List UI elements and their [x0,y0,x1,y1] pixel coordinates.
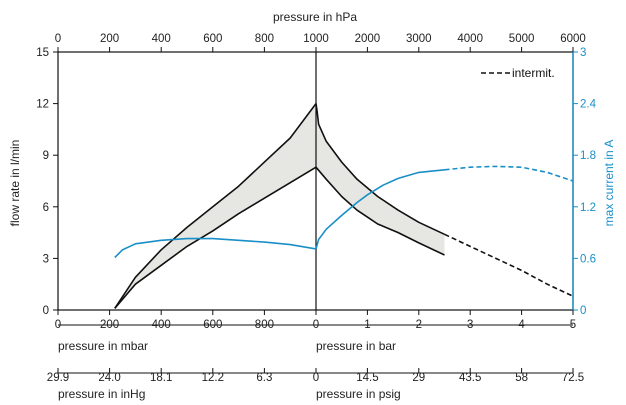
top-axis-title: pressure in hPa [273,10,357,24]
psig-tick-label: 43.5 [459,372,481,384]
psig-axis-title: pressure in psig [316,387,401,401]
top-tick-label: 6000 [560,33,586,45]
left-axis-title: flow rate in l/min [8,140,22,227]
pressure-current-line [315,169,445,250]
mbar-tick-label: 400 [152,319,171,331]
psig-tick-label: 29 [412,372,425,384]
top-tick-label: 800 [255,33,274,45]
vacuum-flow-band [114,103,316,309]
bar-tick-label: 5 [570,319,576,331]
inhg-tick-label: 18.1 [150,372,172,384]
vacuum-flow-lower-line [114,166,317,309]
mbar-tick-label: 0 [55,319,61,331]
left-tick-label: 9 [43,150,49,162]
right-axis-title: max current in A [602,140,616,227]
top-tick-label: 1000 [303,33,329,45]
right-tick-label: 1.8 [580,150,596,162]
right-tick-label: 2.4 [580,99,597,111]
psig-tick-label: 72.5 [562,372,584,384]
left-tick-label: 15 [36,47,49,59]
inhg-tick-label: 6.3 [256,372,272,384]
vacuum-current-line [114,237,317,259]
top-tick-label: 5000 [509,33,535,45]
top-tick-label: 0 [55,33,61,45]
left-tick-label: 12 [36,99,49,111]
left-tick-label: 0 [43,305,49,317]
top-tick-label: 3000 [406,33,432,45]
bar-tick-label: 3 [467,319,473,331]
right-tick-label: 1.2 [580,202,596,214]
top-tick-label: 600 [203,33,222,45]
pressure-flow-upper-line [315,103,445,236]
pressure-flow-band [316,103,445,255]
mbar-tick-label: 200 [100,319,119,331]
flow-band-layer [114,103,445,309]
curve-layer [114,103,574,309]
right-tick-label: 0 [580,305,586,317]
top-tick-label: 400 [152,33,171,45]
left-tick-label: 3 [43,253,49,265]
inhg-axis-title: pressure in inHg [58,387,145,401]
right-tick-label: 3 [580,47,586,59]
intermittent-current-line [444,165,574,182]
bar-tick-label: 2 [416,319,422,331]
right-tick-label: 0.6 [580,253,596,265]
psig-tick-label: 14.5 [356,372,378,384]
intermittent-flow-line [444,233,574,297]
pressure-flow-lower-line [315,166,445,256]
top-tick-label: 4000 [457,33,483,45]
psig-tick-label: 58 [515,372,528,384]
mbar-tick-label: 600 [203,319,222,331]
inhg-tick-label: 0 [313,372,319,384]
vacuum-flow-upper-line [114,103,317,309]
legend-intermittent-label: intermit. [512,66,555,80]
inhg-tick-label: 12.2 [202,372,224,384]
mbar-tick-label: 800 [255,319,274,331]
bar-axis-title: pressure in bar [316,339,396,353]
inhg-tick-label: 29.9 [47,372,69,384]
top-tick-label: 200 [100,33,119,45]
left-tick-label: 6 [43,202,49,214]
bar-tick-label: 4 [518,319,525,331]
mbar-axis-title: pressure in mbar [58,339,148,353]
bar-tick-label: 1 [364,319,370,331]
top-tick-label: 2000 [355,33,381,45]
mbar-tick-label: 0 [313,319,319,331]
inhg-tick-label: 24.0 [98,372,120,384]
